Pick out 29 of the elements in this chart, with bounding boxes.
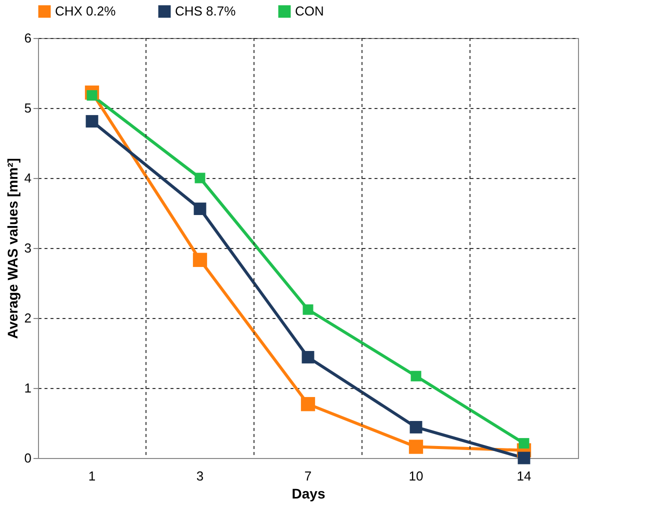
point bbox=[518, 452, 530, 464]
x-tick-label: 7 bbox=[304, 468, 312, 484]
point bbox=[192, 252, 208, 267]
x-tick-label: 1 bbox=[88, 468, 96, 484]
point bbox=[300, 397, 316, 412]
y-tick-label: 1 bbox=[24, 380, 32, 396]
y-tick-label: 4 bbox=[24, 170, 32, 186]
point bbox=[302, 304, 314, 315]
legend-label: CON bbox=[295, 4, 324, 19]
point bbox=[410, 420, 422, 434]
y-tick-label: 0 bbox=[24, 450, 32, 466]
y-tick-label: 2 bbox=[24, 310, 32, 326]
x-tick-label: 14 bbox=[516, 468, 532, 484]
point bbox=[518, 438, 530, 449]
legend-label: CHX 0.2% bbox=[55, 4, 116, 19]
point bbox=[408, 440, 424, 454]
point bbox=[194, 202, 206, 216]
x-tick-label: 3 bbox=[196, 468, 204, 484]
legend-label: CHS 8.7% bbox=[175, 4, 236, 19]
point bbox=[86, 115, 98, 128]
point bbox=[194, 172, 206, 184]
y-axis-title: Average WAS values [mm²] bbox=[4, 158, 20, 339]
point bbox=[410, 370, 422, 382]
x-tick-label: 10 bbox=[408, 468, 424, 484]
x-axis-title: Days bbox=[292, 486, 326, 502]
y-tick-label: 6 bbox=[24, 30, 32, 46]
point bbox=[302, 350, 314, 364]
y-tick-label: 5 bbox=[24, 100, 32, 116]
y-tick-label: 3 bbox=[24, 240, 32, 256]
